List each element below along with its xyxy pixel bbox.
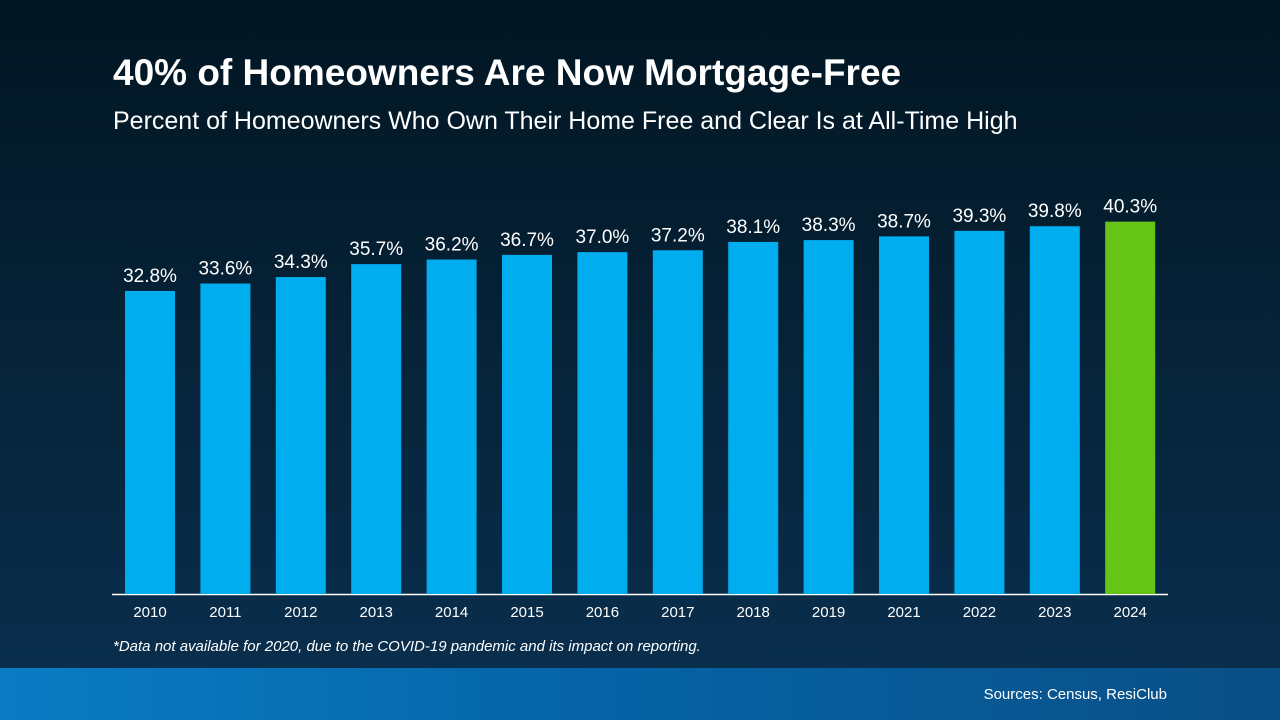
- value-label: 39.3%: [952, 206, 1006, 227]
- value-label: 34.3%: [274, 252, 328, 273]
- bar: [200, 283, 251, 594]
- x-tick-label: 2015: [510, 604, 543, 621]
- bar: [879, 236, 929, 595]
- value-label: 37.2%: [651, 225, 705, 246]
- value-label: 35.7%: [349, 239, 403, 260]
- value-label: 40.3%: [1103, 197, 1157, 218]
- bar: [426, 259, 477, 594]
- x-tick-label: 2018: [737, 604, 770, 621]
- value-label: 38.1%: [726, 217, 780, 238]
- x-tick-label: 2024: [1114, 604, 1147, 621]
- x-tick-label: 2022: [963, 604, 996, 621]
- value-label: 37.0%: [575, 227, 629, 248]
- value-label: 33.6%: [198, 259, 252, 280]
- x-tick-label: 2016: [586, 604, 619, 621]
- footer-band: [0, 668, 1280, 720]
- value-label: 32.8%: [123, 266, 177, 287]
- bar: [351, 264, 402, 594]
- x-tick-label: 2021: [887, 604, 920, 621]
- bar: [803, 240, 854, 594]
- bar: [1029, 226, 1080, 595]
- value-label: 39.8%: [1028, 201, 1082, 222]
- bar: [502, 254, 552, 594]
- value-label: 36.7%: [500, 230, 554, 251]
- value-label: 36.2%: [425, 235, 479, 256]
- x-tick-label: 2012: [284, 604, 317, 621]
- x-tick-label: 2017: [661, 604, 694, 621]
- bar: [577, 252, 628, 594]
- chart-subtitle: Percent of Homeowners Who Own Their Home…: [113, 107, 1018, 135]
- x-tick-label: 2023: [1038, 604, 1071, 621]
- value-label: 38.7%: [877, 211, 931, 232]
- x-tick-label: 2010: [133, 604, 166, 621]
- x-tick-label: 2014: [435, 604, 468, 621]
- bar: [652, 250, 703, 594]
- bar: [954, 230, 1005, 595]
- bar: [125, 290, 175, 594]
- bar: [1105, 221, 1156, 595]
- bar: [275, 277, 326, 594]
- chart-title: 40% of Homeowners Are Now Mortgage-Free: [113, 52, 901, 93]
- x-tick-label: 2013: [360, 604, 393, 621]
- footnote: *Data not available for 2020, due to the…: [113, 638, 701, 655]
- x-tick-label: 2011: [209, 604, 241, 621]
- value-label: 38.3%: [802, 215, 856, 236]
- x-tick-label: 2019: [812, 604, 845, 621]
- source: Sources: Census, ResiClub: [984, 686, 1167, 703]
- bar: [728, 241, 779, 594]
